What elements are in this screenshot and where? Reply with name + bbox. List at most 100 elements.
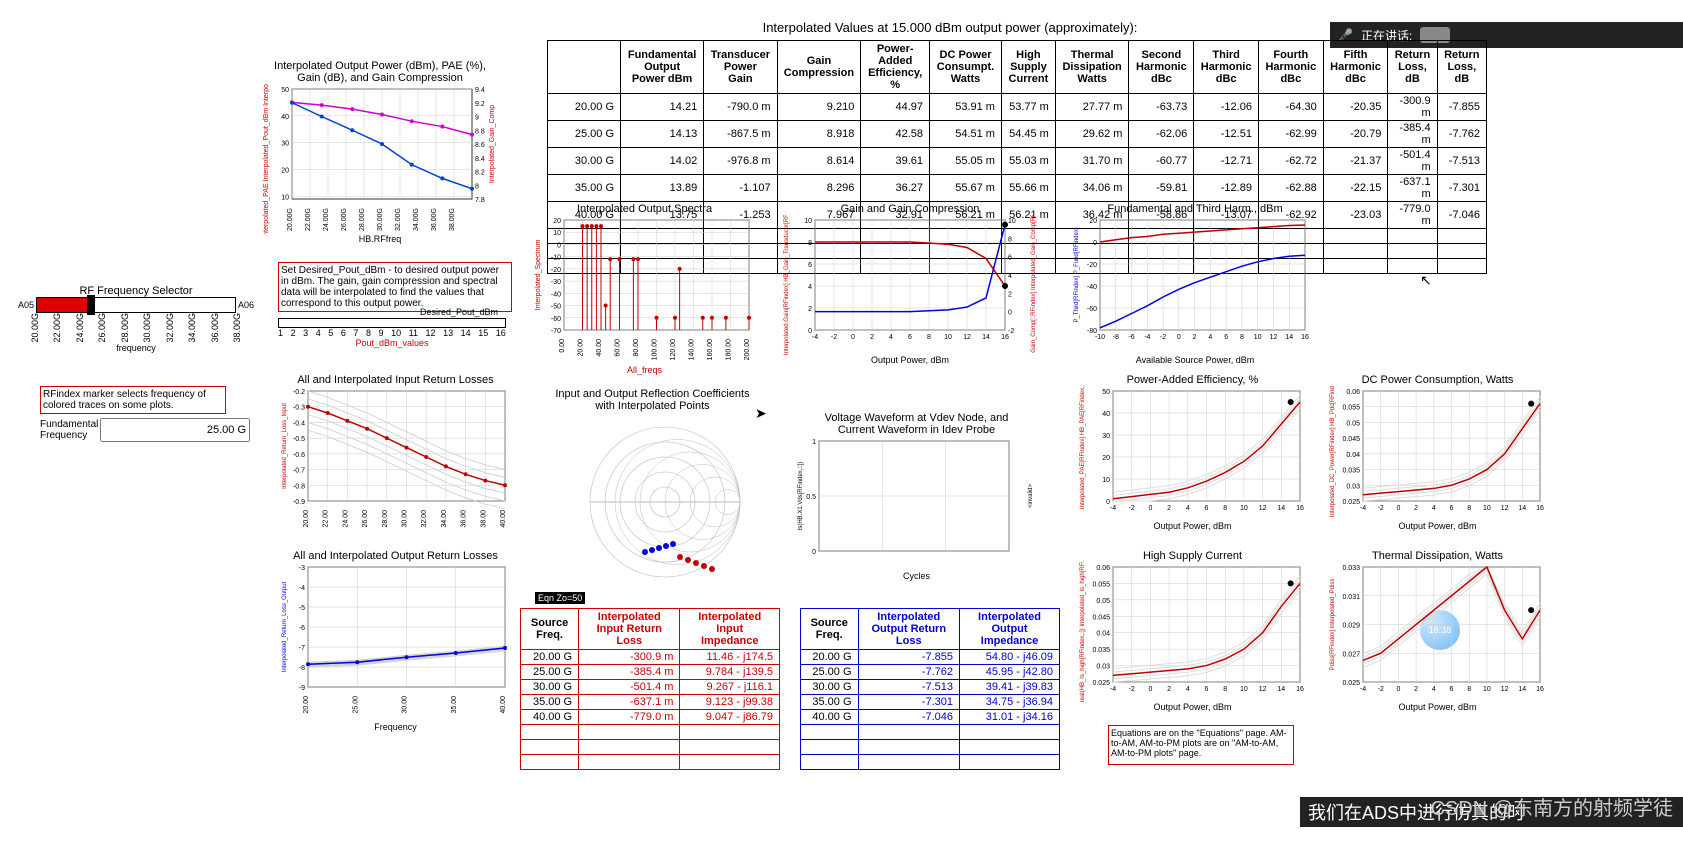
svg-text:9.4: 9.4 xyxy=(475,87,485,94)
svg-text:0.06: 0.06 xyxy=(1346,389,1360,396)
svg-text:Pdiss[RFindex] Interpolated_Pd: Pdiss[RFindex] Interpolated_Pdiss xyxy=(1330,579,1336,671)
svg-text:16: 16 xyxy=(1301,334,1309,341)
pae-chart: Power-Added Efficiency, % -4-20246810121… xyxy=(1075,374,1310,531)
svg-text:28.00G: 28.00G xyxy=(359,208,366,231)
pout-slider-label: Pout_dBm_values xyxy=(278,338,506,348)
svg-text:0.045: 0.045 xyxy=(1092,614,1110,621)
svg-text:8.6: 8.6 xyxy=(475,142,485,149)
svg-text:200.00: 200.00 xyxy=(744,339,751,361)
svg-text:-40: -40 xyxy=(551,291,561,298)
input-rl-table: Source Freq. Interpolated Input Return L… xyxy=(520,608,780,770)
svg-text:40.00: 40.00 xyxy=(596,339,603,357)
pae-title: Power-Added Efficiency, % xyxy=(1075,374,1310,386)
svg-text:-20: -20 xyxy=(1087,262,1097,269)
svg-text:2: 2 xyxy=(870,334,874,341)
isupp-title: High Supply Current xyxy=(1075,550,1310,562)
isupp-xlabel: Output Power, dBm xyxy=(1075,702,1310,712)
dcpow-chart: DC Power Consumption, Watts -4-202468101… xyxy=(1325,374,1550,531)
svg-text:Interpolated_PAE[RFindex] HB_P: Interpolated_PAE[RFindex] HB_PAE[RFindex… xyxy=(1080,386,1086,509)
svg-text:14: 14 xyxy=(1518,505,1526,512)
svg-text:10: 10 xyxy=(1240,505,1248,512)
svg-text:Interpolated.Gain[RFindex] HB_: Interpolated.Gain[RFindex] HB_Gain_Trans… xyxy=(784,215,790,355)
rf-slider[interactable] xyxy=(36,297,236,313)
therm-title: Thermal Dissipation, Watts xyxy=(1325,550,1550,562)
svg-text:24.00G: 24.00G xyxy=(323,208,330,231)
svg-text:1: 1 xyxy=(812,439,816,446)
svg-text:12: 12 xyxy=(1501,686,1509,693)
svg-text:120.00: 120.00 xyxy=(670,339,677,361)
svg-text:-70: -70 xyxy=(551,328,561,335)
svg-text:-4: -4 xyxy=(1110,686,1116,693)
svg-text:0: 0 xyxy=(1396,686,1400,693)
fund-freq-value[interactable] xyxy=(100,418,250,442)
isupp-chart: High Supply Current -4-202468101214160.0… xyxy=(1075,550,1310,712)
svg-text:8.2: 8.2 xyxy=(475,170,485,177)
svg-text:-80: -80 xyxy=(1087,328,1097,335)
svg-text:14: 14 xyxy=(1285,334,1293,341)
svg-text:14: 14 xyxy=(982,334,990,341)
svg-text:-4: -4 xyxy=(1360,505,1366,512)
svg-text:40.00: 40.00 xyxy=(500,510,507,528)
svg-text:8.4: 8.4 xyxy=(475,156,485,163)
svg-text:0: 0 xyxy=(808,328,812,335)
svg-text:Interpolated_Spectrum: Interpolated_Spectrum xyxy=(535,239,542,310)
svg-text:20.00G: 20.00G xyxy=(287,208,294,231)
svg-text:0.04: 0.04 xyxy=(1346,452,1360,459)
svg-text:0.055: 0.055 xyxy=(1092,581,1110,588)
svg-text:Interpolated_Return_Loss_Outpu: Interpolated_Return_Loss_Output xyxy=(282,581,288,672)
svg-text:26.00G: 26.00G xyxy=(341,208,348,231)
svg-text:-0.4: -0.4 xyxy=(293,420,305,427)
svg-text:35.00: 35.00 xyxy=(451,696,458,714)
pout-slider[interactable] xyxy=(278,318,506,328)
svg-text:16: 16 xyxy=(1001,334,1009,341)
svg-text:12: 12 xyxy=(963,334,971,341)
svg-text:160.00: 160.00 xyxy=(707,339,714,361)
svg-text:0.04: 0.04 xyxy=(1096,631,1110,638)
svg-text:16: 16 xyxy=(1296,686,1304,693)
svg-text:0.03: 0.03 xyxy=(1346,483,1360,490)
svg-text:-20: -20 xyxy=(551,267,561,274)
svg-text:-0.8: -0.8 xyxy=(293,483,305,490)
svg-text:12: 12 xyxy=(1270,334,1278,341)
svg-text:16: 16 xyxy=(1536,686,1544,693)
svg-text:0.031: 0.031 xyxy=(1342,594,1360,601)
svg-text:8: 8 xyxy=(1467,505,1471,512)
svg-text:0.05: 0.05 xyxy=(1096,598,1110,605)
svg-text:6: 6 xyxy=(908,334,912,341)
svg-text:20: 20 xyxy=(1102,455,1110,462)
svg-text:4: 4 xyxy=(889,334,893,341)
therm-xlabel: Output Power, dBm xyxy=(1325,702,1550,712)
svg-text:140.00: 140.00 xyxy=(689,339,696,361)
spectra-title: Interpolated Output Spectra xyxy=(532,203,757,215)
pae-xlabel: Output Power, dBm xyxy=(1075,521,1310,531)
svg-text:-10: -10 xyxy=(1095,334,1105,341)
svg-text:10: 10 xyxy=(1102,477,1110,484)
svg-text:6: 6 xyxy=(1450,505,1454,512)
svg-text:-0.7: -0.7 xyxy=(293,468,305,475)
svg-text:9.2: 9.2 xyxy=(475,101,485,108)
svg-text:6: 6 xyxy=(1450,686,1454,693)
svg-text:-3: -3 xyxy=(299,565,305,572)
gain-chart: Gain and Gain Compression -4-20246810121… xyxy=(780,203,1040,365)
out-tbl-h0: Source Freq. xyxy=(801,609,859,650)
svg-text:22.00G: 22.00G xyxy=(305,208,312,231)
svg-text:-8: -8 xyxy=(1113,334,1119,341)
svg-text:real(HB_Is_high[RFindex,:]) In: real(HB_Is_high[RFindex,:]) Interpolated… xyxy=(1080,562,1086,702)
svg-text:0.00: 0.00 xyxy=(559,339,566,353)
svg-text:-0.2: -0.2 xyxy=(293,389,305,396)
svg-text:14: 14 xyxy=(1518,686,1526,693)
fund3-chart: Fundamental and Third Harm., dBm -10-8-6… xyxy=(1070,203,1320,365)
chart1-title: Interpolated Output Power (dBm), PAE (%)… xyxy=(260,60,500,84)
svg-text:2: 2 xyxy=(1193,334,1197,341)
fund3-title: Fundamental and Third Harm., dBm xyxy=(1070,203,1320,215)
svg-text:8: 8 xyxy=(1223,686,1227,693)
svg-text:30: 30 xyxy=(281,141,289,148)
cursor-icon-2: ↖ xyxy=(1420,272,1432,289)
svg-text:0.025: 0.025 xyxy=(1342,499,1360,506)
svg-text:10: 10 xyxy=(281,194,289,201)
svg-text:0.027: 0.027 xyxy=(1342,651,1360,658)
svg-text:40: 40 xyxy=(281,114,289,121)
svg-text:Interpolated_PAE Interpolated_: Interpolated_PAE Interpolated_Pout_dBm I… xyxy=(263,84,270,234)
svg-text:-7: -7 xyxy=(299,645,305,652)
svg-text:12: 12 xyxy=(1259,505,1267,512)
